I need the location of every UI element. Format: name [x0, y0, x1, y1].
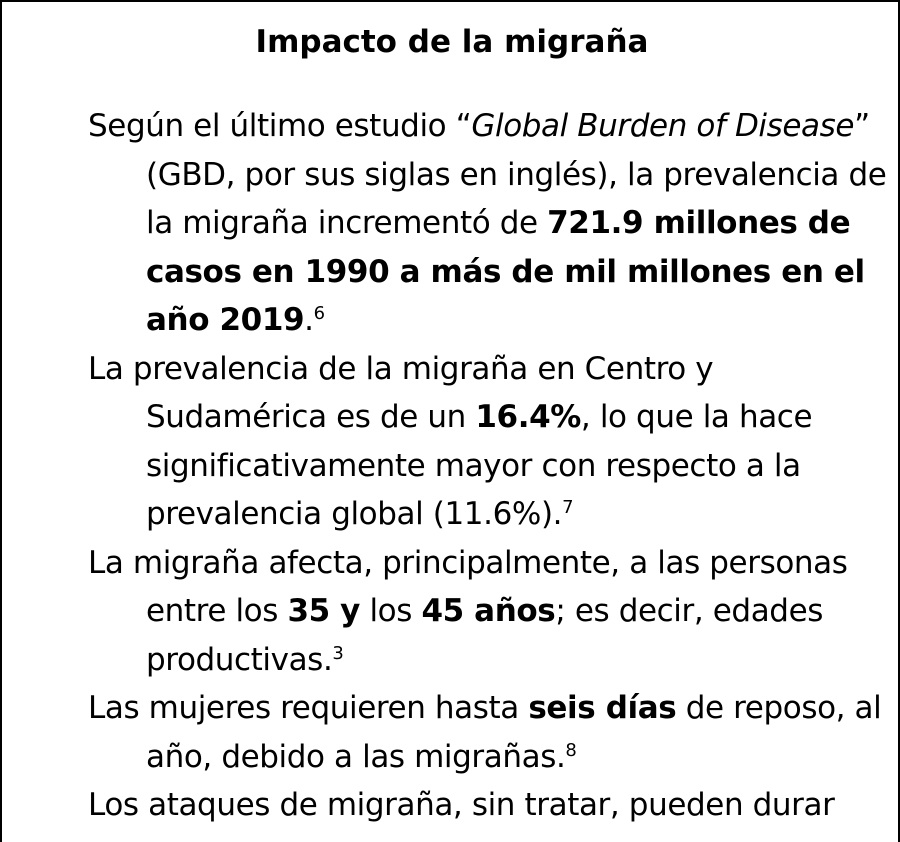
fact-highlight: 16.4% [475, 399, 581, 435]
fact-text: Los ataques de migraña, sin tratar, pued… [88, 787, 835, 823]
fact-item-attacks: Los ataques de migraña, sin tratar, pued… [88, 781, 888, 830]
fact-item-women: Las mujeres requieren hasta seis días de… [88, 684, 888, 781]
fact-text: La migraña afecta, principalmente, a las… [88, 544, 848, 630]
fact-item-gbd: Según el último estudio “Global Burden o… [88, 102, 888, 345]
study-name: Global Burden of Disease [471, 108, 855, 144]
fact-text: , lo que la hace significativamente mayo… [146, 399, 813, 532]
fact-list: Según el último estudio “Global Burden o… [88, 102, 888, 830]
fact-text: ” (GBD, por sus siglas en inglés), la pr… [146, 108, 887, 241]
reference-number: 3 [332, 642, 344, 664]
fact-highlight: seis días [528, 690, 677, 726]
fact-text: Según el último estudio “ [88, 108, 472, 144]
reference-number: 8 [565, 739, 577, 761]
fact-highlight: 35 y [287, 593, 360, 629]
fact-highlight: 721.9 millones de casos en 1990 a más de… [146, 205, 865, 338]
fact-text: La prevalencia de la migraña en Centro y… [88, 350, 714, 436]
fact-item-latam: La prevalencia de la migraña en Centro y… [88, 345, 888, 539]
fact-text: los [360, 593, 422, 629]
fact-text: . [304, 302, 314, 338]
fact-highlight: 45 años [421, 593, 556, 629]
fact-item-age: La migraña afecta, principalmente, a las… [88, 539, 888, 685]
fact-text: ; es decir, edades productivas. [146, 593, 824, 678]
box-title: Impacto de la migraña [255, 24, 649, 60]
reference-number: 6 [313, 302, 326, 324]
fact-text: de reposo, al año, debido a las migrañas… [146, 690, 882, 775]
reference-number: 7 [562, 496, 574, 518]
fact-text: Las mujeres requieren hasta [88, 690, 529, 726]
